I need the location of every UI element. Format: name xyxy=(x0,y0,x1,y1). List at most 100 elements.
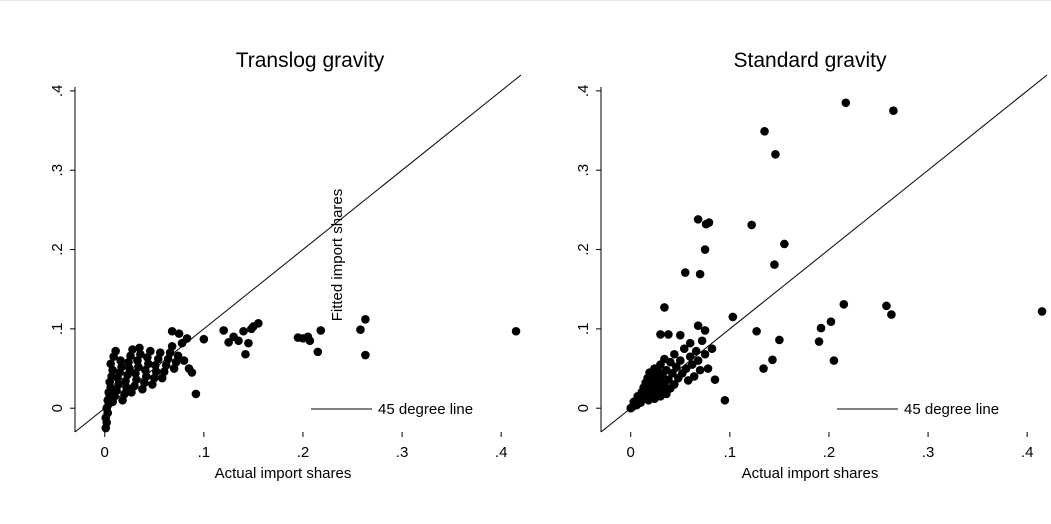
data-point xyxy=(675,356,685,365)
data-point xyxy=(173,351,183,361)
data-point xyxy=(703,364,713,373)
x-tick-label: .2 xyxy=(823,444,836,461)
x-axis-label: Actual import shares xyxy=(215,465,352,482)
data-point xyxy=(664,330,673,339)
data-point xyxy=(142,372,151,381)
data-point xyxy=(704,218,714,227)
data-point xyxy=(234,336,243,346)
data-point xyxy=(664,375,673,384)
y-tick-label: .1 xyxy=(575,323,592,336)
x-tick-label: .1 xyxy=(724,444,737,461)
data-point xyxy=(841,98,851,108)
y-tick-label: .4 xyxy=(49,85,66,98)
data-point xyxy=(675,330,685,340)
reference-line-45 xyxy=(74,74,522,433)
data-point xyxy=(174,329,184,338)
data-point xyxy=(361,315,370,324)
data-point xyxy=(685,352,695,361)
x-tick-label: .3 xyxy=(396,444,409,461)
data-point xyxy=(826,317,836,327)
y-axis-label: Fitted import shares xyxy=(329,189,346,322)
x-axis-label: Actual import shares xyxy=(742,465,879,482)
data-point xyxy=(224,338,233,347)
data-point xyxy=(146,346,155,356)
data-point xyxy=(679,344,689,354)
data-point xyxy=(680,268,690,277)
x-tick-label: .2 xyxy=(297,444,310,461)
data-point xyxy=(700,349,710,359)
data-point xyxy=(167,342,177,351)
data-point xyxy=(747,220,756,230)
data-point xyxy=(814,337,824,346)
data-point xyxy=(128,345,137,354)
data-point xyxy=(187,368,197,377)
data-point xyxy=(768,355,777,365)
data-point xyxy=(780,239,789,249)
data-point xyxy=(199,334,209,344)
x-tick-label: 0 xyxy=(101,444,109,461)
y-tick-label: 0 xyxy=(575,404,592,412)
data-point xyxy=(700,326,710,335)
data-point xyxy=(511,326,521,336)
data-point xyxy=(882,301,891,311)
data-point xyxy=(313,347,323,357)
y-tick-label: .2 xyxy=(49,243,66,256)
y-tick-label: .4 xyxy=(575,85,592,98)
data-point xyxy=(361,350,370,360)
data-point xyxy=(135,343,144,353)
data-point xyxy=(771,150,780,159)
data-point xyxy=(839,299,849,309)
data-point xyxy=(770,260,779,269)
data-point xyxy=(155,348,165,357)
data-point xyxy=(672,362,681,372)
legend-label: 45 degree line xyxy=(904,401,999,418)
y-tick-label: .3 xyxy=(49,164,66,177)
data-point xyxy=(752,326,761,336)
data-point xyxy=(760,127,769,136)
data-point xyxy=(710,375,720,384)
data-point xyxy=(656,330,665,339)
chart-title: Standard gravity xyxy=(734,49,887,72)
chart-panel-1: Translog gravity 0 .1 .2 .3 .4 0 .1 .2 .3 .4 Actual… xyxy=(49,49,522,482)
data-point xyxy=(305,336,315,346)
legend-label: 45 degree line xyxy=(378,401,473,418)
data-point xyxy=(670,349,679,359)
data-point xyxy=(775,335,784,345)
data-point xyxy=(668,368,677,378)
top-border xyxy=(0,0,1051,1)
data-point xyxy=(889,106,898,115)
data-point xyxy=(356,325,365,334)
data-point xyxy=(151,367,161,377)
data-point xyxy=(693,321,703,330)
data-point xyxy=(179,356,189,365)
data-point xyxy=(759,364,768,373)
data-point xyxy=(695,269,705,279)
data-point xyxy=(167,326,177,336)
data-point xyxy=(670,380,679,389)
data-point xyxy=(106,359,115,369)
data-point xyxy=(707,344,717,354)
x-tick-label: .1 xyxy=(198,444,211,461)
data-point xyxy=(191,389,201,399)
data-point xyxy=(182,334,192,343)
data-point xyxy=(254,319,263,328)
chart-title: Translog gravity xyxy=(236,49,385,72)
data-point xyxy=(116,356,125,365)
data-point xyxy=(132,375,141,384)
data-point xyxy=(316,326,326,335)
data-point xyxy=(691,346,701,356)
data-point xyxy=(685,338,695,348)
data-point xyxy=(697,336,707,346)
data-point xyxy=(693,356,703,365)
x-tick-label: .4 xyxy=(1021,444,1034,461)
data-point xyxy=(720,395,730,405)
x-tick-label: 0 xyxy=(627,444,635,461)
data-point xyxy=(693,215,703,224)
data-point xyxy=(700,245,710,254)
chart-panel-2: Standard gravity 0 .1 .2 .3 .4 0 .1 .2 .3 .4 Actual… xyxy=(575,49,1048,482)
data-point xyxy=(125,364,134,373)
data-point xyxy=(244,338,253,348)
y-tick-label: .2 xyxy=(575,243,592,256)
